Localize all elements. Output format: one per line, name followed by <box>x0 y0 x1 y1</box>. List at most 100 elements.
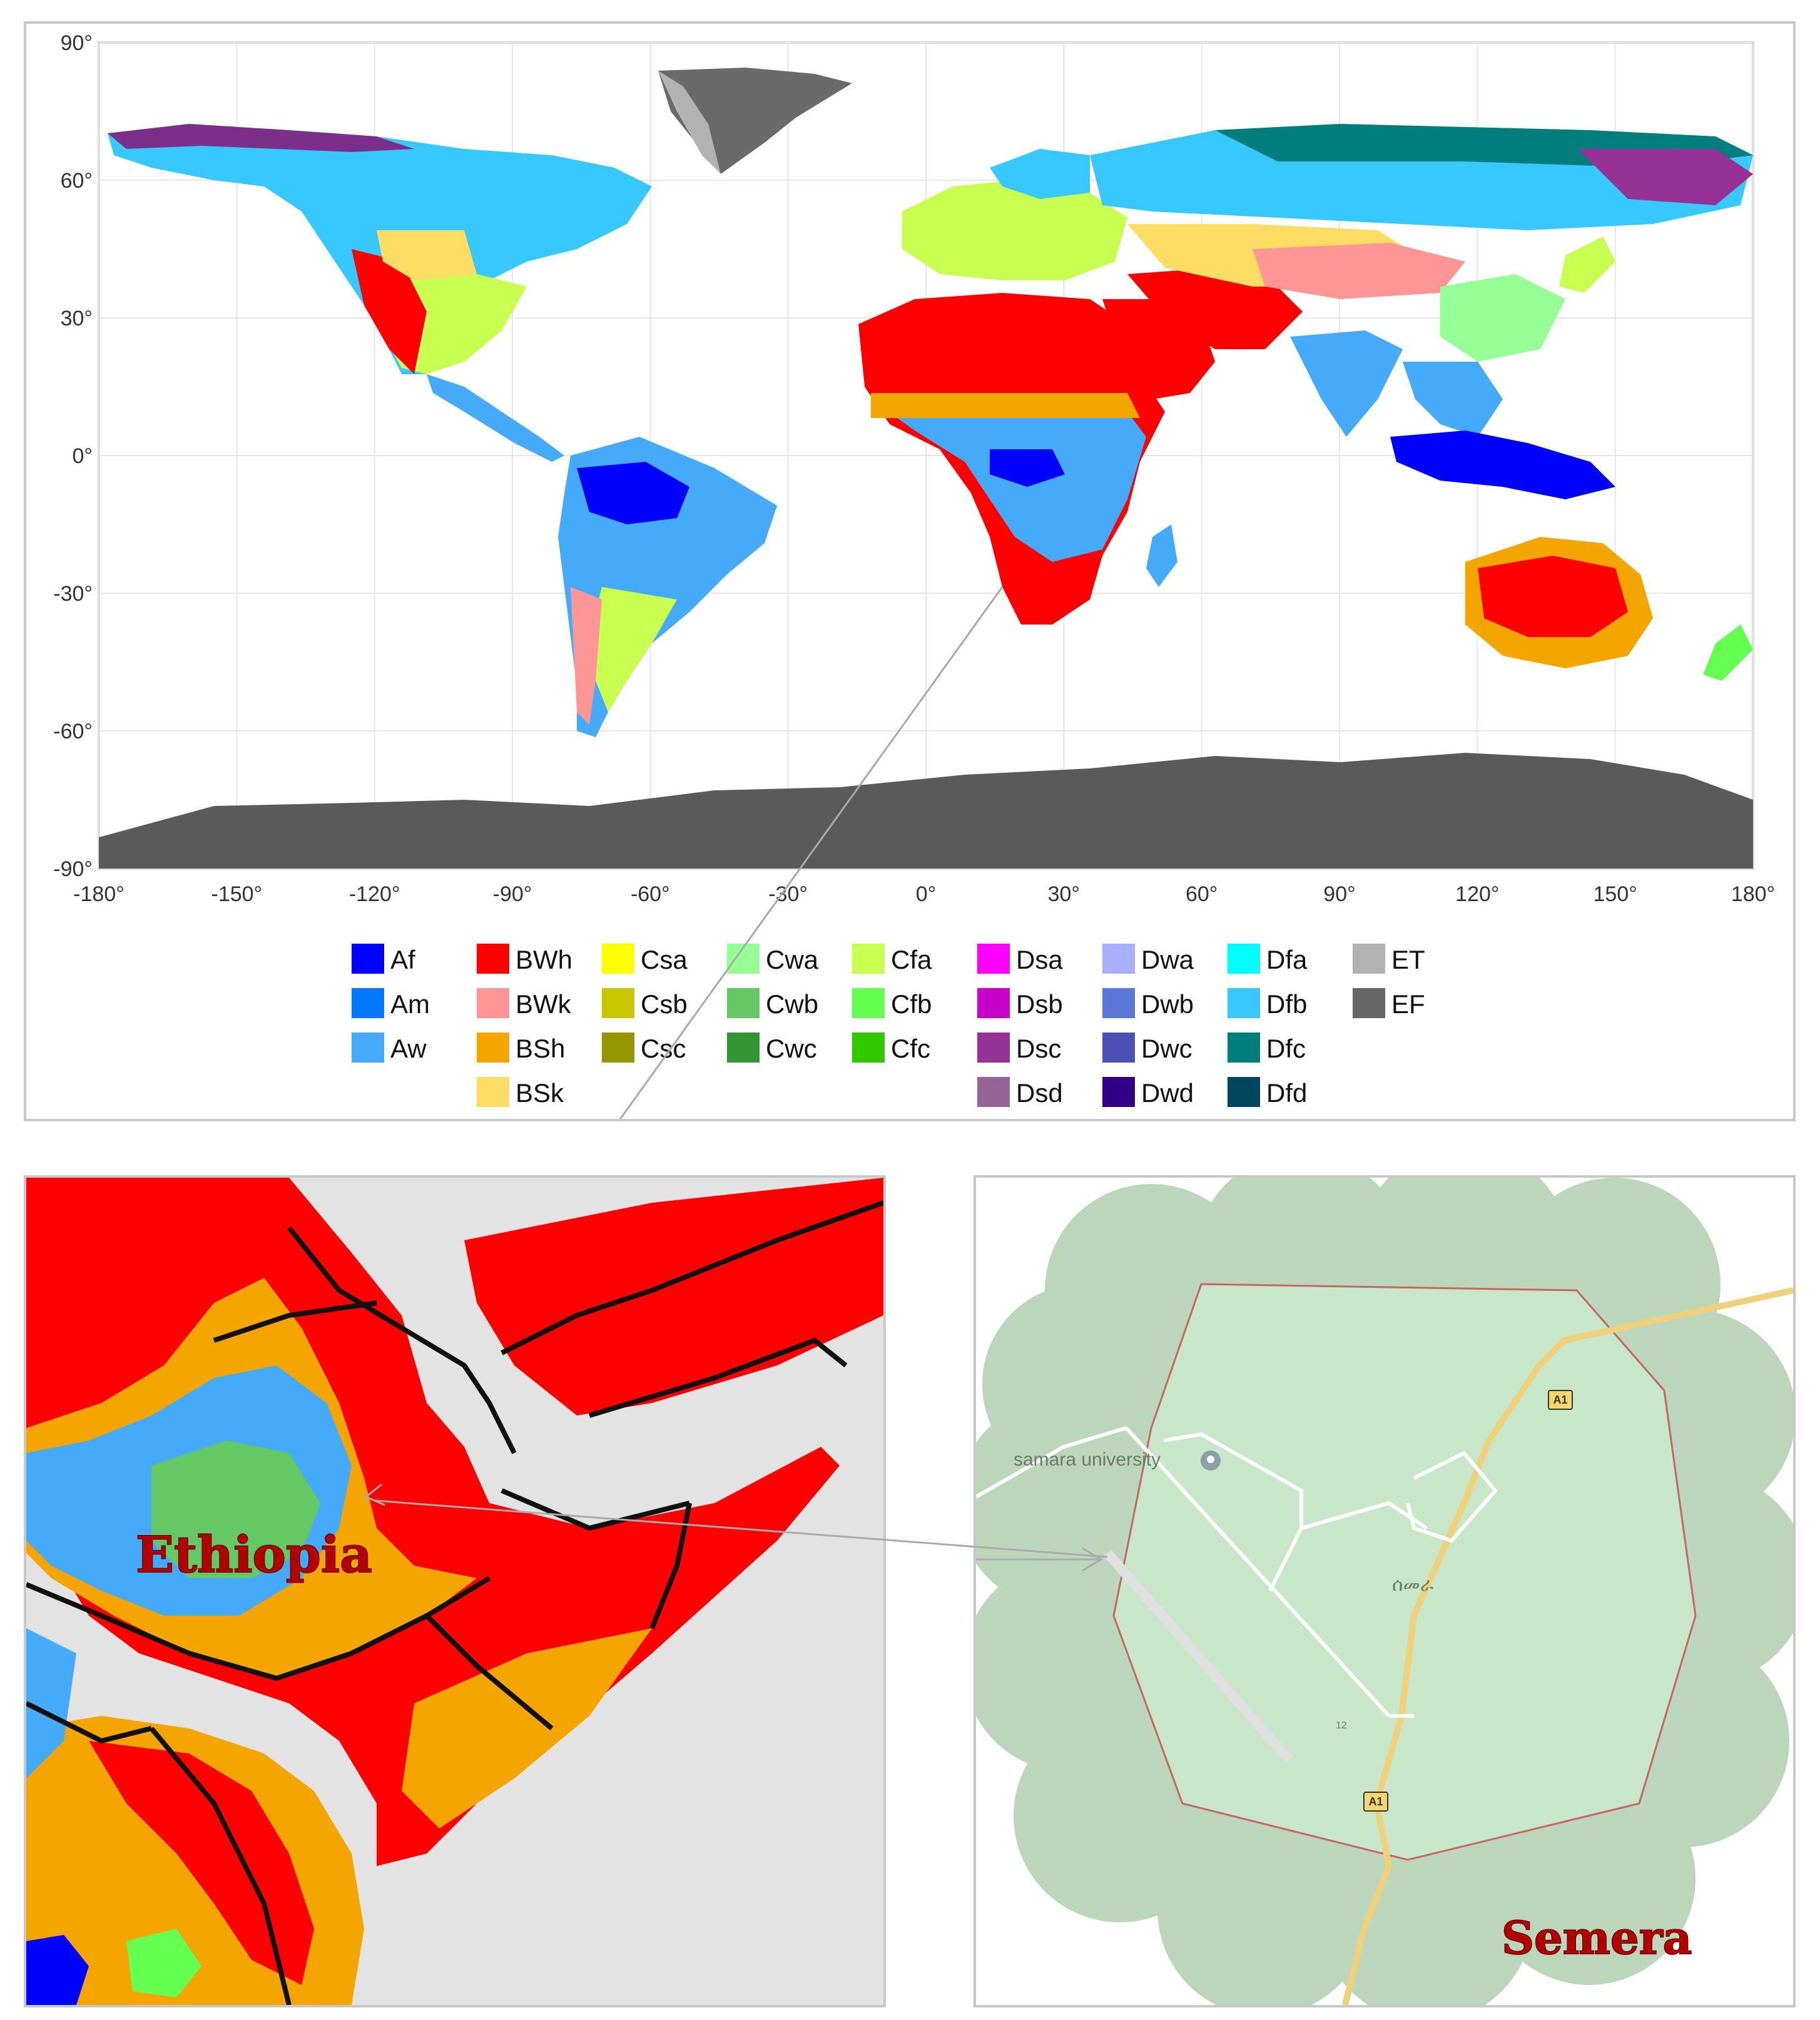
lon-tick-label: 30° <box>1048 882 1080 906</box>
legend-label-et: ET <box>1391 945 1425 974</box>
legend-label-cfa: Cfa <box>891 945 932 974</box>
legend-label-af: Af <box>390 945 415 974</box>
legend-swatch-cwc <box>727 1033 760 1063</box>
legend-label-csa: Csa <box>641 945 688 974</box>
legend-swatch-ef <box>1353 988 1385 1018</box>
legend-swatch-bwk <box>477 988 509 1018</box>
na-plains-steppe <box>377 230 477 280</box>
world-climate-map-panel: 90° 60° 30° 0° -30° -60° -90° -180° -150° -120° -9… <box>24 21 1796 1121</box>
legend-label-ef: EF <box>1391 989 1425 1019</box>
legend-swatch-dfd <box>1228 1077 1260 1107</box>
lon-tick-label: 0° <box>916 882 937 906</box>
study-area-polygon <box>1112 1283 1697 1861</box>
legend-swatch-cfa <box>852 944 885 974</box>
legend-swatch-cfb <box>852 988 885 1018</box>
region-af-rainforest <box>26 1935 89 2005</box>
landmass-north-america <box>108 124 652 374</box>
europe-scandinavia <box>990 149 1090 199</box>
lon-tick-label: -60° <box>631 882 670 906</box>
semera-label: Semera <box>1502 1911 1692 1964</box>
poi-label-samara-university: samara university <box>1014 1449 1161 1470</box>
connector-line-world-to-ethiopia <box>619 586 1004 1119</box>
climate-legend: AfAmAwBWhBWkBShBSkCsaCsbCscCwaCwbCwcCfaC… <box>352 944 1425 1108</box>
legend-swatch-dsa <box>977 944 1010 974</box>
legend-label-bsk: BSk <box>516 1078 564 1108</box>
lon-tick-label: 60° <box>1186 882 1218 906</box>
lat-tick-label: 90° <box>61 31 93 55</box>
sa-andes-dry <box>571 587 602 725</box>
legend-label-cfc: Cfc <box>891 1034 930 1063</box>
legend-swatch-am <box>352 988 384 1018</box>
legend-swatch-dwa <box>1102 944 1135 974</box>
lon-tick-label: -90° <box>493 882 532 906</box>
asia-japan <box>1559 237 1615 293</box>
legend-swatch-af <box>352 944 384 974</box>
legend-swatch-dsc <box>977 1033 1010 1063</box>
ethiopia-climate-map-panel: Ethiopia <box>24 1175 886 2007</box>
region-cwb-highland <box>151 1441 320 1578</box>
amharic-town-label: ሰመራ <box>1392 1574 1434 1595</box>
legend-label-cwa: Cwa <box>766 945 819 974</box>
legend-swatch-cfc <box>852 1033 885 1063</box>
legend-swatch-aw <box>352 1033 384 1063</box>
legend-swatch-bsk <box>477 1077 509 1107</box>
lon-tick-label: 150° <box>1594 882 1637 906</box>
world-map-svg: 90°60°30°0°-30°-60°-90°-180° -150° -120° -9… <box>53 31 1775 1119</box>
legend-swatch-dwc <box>1102 1033 1135 1063</box>
ethiopia-label: Ethiopia <box>136 1525 372 1584</box>
legend-label-csb: Csb <box>641 989 688 1019</box>
lat-tick-label: -30° <box>53 582 93 606</box>
legend-label-bsh: BSh <box>516 1034 565 1063</box>
semera-street-map-panel: samara university A1 A1 ሰመራ 12 Semera <box>974 1175 1796 2007</box>
lon-tick-label: 90° <box>1323 882 1355 906</box>
road-mark: 12 <box>1336 1720 1347 1731</box>
legend-swatch-csb <box>602 988 634 1018</box>
sa-south-temperate <box>589 587 677 712</box>
lon-tick-label: 120° <box>1455 882 1499 906</box>
legend-swatch-et <box>1353 944 1385 974</box>
legend-swatch-cwb <box>727 988 760 1018</box>
legend-label-dsd: Dsd <box>1016 1078 1063 1108</box>
semera-map-svg: samara university A1 A1 ሰመራ 12 Semera <box>976 1178 1793 2005</box>
road-badge-a1-south <box>1363 1792 1388 1812</box>
lat-tick-label: -90° <box>53 857 93 881</box>
sa-amazon-rainforest <box>577 462 689 524</box>
legend-swatch-dwb <box>1102 988 1135 1018</box>
africa-congo-rainforest <box>990 449 1065 487</box>
region-somalia-steppe <box>402 1628 652 1829</box>
legend-label-dwa: Dwa <box>1141 945 1194 974</box>
highway-a1 <box>1342 1287 1793 2005</box>
airstrip <box>1103 1549 1293 1763</box>
road-badge-a1-north <box>1548 1390 1573 1410</box>
landmass-antarctica <box>99 753 1753 869</box>
asia-siberia-dsd <box>1578 149 1753 205</box>
na-tundra <box>108 124 414 152</box>
lat-tick-label: 30° <box>61 307 93 330</box>
legend-label-dfc: Dfc <box>1266 1034 1306 1063</box>
lat-tick-label: -60° <box>53 720 93 743</box>
region-cfb-south <box>126 1929 201 1997</box>
asia-india <box>1290 330 1403 437</box>
legend-swatch-dsd <box>977 1077 1010 1107</box>
legend-swatch-dfc <box>1228 1033 1260 1063</box>
legend-label-dwd: Dwd <box>1141 1078 1194 1108</box>
region-southwest-savanna <box>26 1628 76 1778</box>
legend-swatch-csc <box>602 1033 634 1063</box>
legend-label-dfd: Dfd <box>1266 1078 1307 1108</box>
asia-southeast <box>1403 362 1503 437</box>
australia-desert <box>1478 556 1628 637</box>
ethiopia-map-svg: Ethiopia <box>26 1178 883 2005</box>
legend-swatch-bsh <box>477 1033 509 1063</box>
legend-label-dwc: Dwc <box>1141 1034 1192 1063</box>
legend-label-dsc: Dsc <box>1016 1034 1061 1063</box>
na-southwest-dry <box>352 249 427 374</box>
region-south-desert <box>89 1741 314 1985</box>
landmass-europe <box>902 180 1127 280</box>
local-roads <box>976 1426 1498 1718</box>
legend-label-cfb: Cfb <box>891 989 932 1019</box>
legend-label-dfb: Dfb <box>1266 989 1307 1019</box>
lat-tick-label: 0° <box>72 444 93 468</box>
lon-tick-label: -150° <box>211 882 263 906</box>
legend-label-am: Am <box>390 989 430 1019</box>
legend-label-bwh: BWh <box>516 945 572 974</box>
